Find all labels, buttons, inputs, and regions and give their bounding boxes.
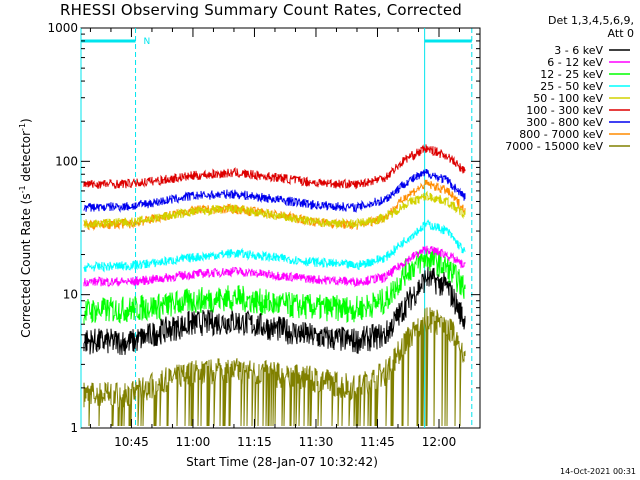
x-tick-label-5: 12:00: [422, 435, 457, 449]
night-label: N: [144, 37, 151, 47]
legend-label-4: 50 - 100 keV: [533, 92, 603, 105]
series-line-2: [83, 248, 466, 325]
chart-title: RHESSI Observing Summary Count Rates, Co…: [60, 1, 463, 19]
series-line-5: [83, 144, 466, 190]
legend-label-7: 800 - 7000 keV: [519, 128, 603, 141]
data-series: [83, 144, 466, 427]
series-line-4: [83, 190, 466, 230]
night-markers: N: [80, 28, 473, 428]
series-line-1: [83, 245, 466, 288]
legend-attenuator-line: Att 0: [607, 27, 634, 40]
x-tick-label-0: 10:45: [114, 435, 149, 449]
x-tick-label-4: 11:45: [360, 435, 395, 449]
legend-label-6: 300 - 800 keV: [526, 116, 603, 129]
x-tick-label-3: 11:30: [299, 435, 334, 449]
series-line-3: [83, 219, 466, 273]
series-line-0: [83, 266, 466, 356]
x-axis-label: Start Time (28-Jan-07 10:32:42): [186, 455, 378, 469]
timestamp-footer: 14-Oct-2021 00:31: [560, 467, 636, 476]
y-tick-label-0: 1: [70, 421, 78, 435]
legend-label-0: 3 - 6 keV: [554, 44, 603, 57]
legend-label-3: 25 - 50 keV: [540, 80, 603, 93]
legend-label-8: 7000 - 15000 keV: [505, 140, 603, 153]
y-tick-label-1: 10: [63, 288, 78, 302]
axis-ticks: 1 10 100 1000 10:45 11:00 11:15 11:30 11:45 12:00: [47, 21, 481, 449]
legend-detector-line: Det 1,3,4,5,6,9,: [547, 14, 634, 27]
x-tick-label-2: 11:15: [237, 435, 272, 449]
y-axis-label: Corrected Count Rate (s-1 detector-1): [18, 118, 33, 337]
y-tick-label-2: 100: [55, 154, 78, 168]
legend-label-1: 6 - 12 keV: [547, 56, 603, 69]
series-line-8: [83, 307, 466, 427]
legend-label-5: 100 - 300 keV: [526, 104, 603, 117]
x-tick-label-1: 11:00: [176, 435, 211, 449]
legend-label-2: 12 - 25 keV: [540, 68, 603, 81]
y-tick-label-3: 1000: [47, 21, 78, 35]
series-line-6: [83, 168, 466, 213]
